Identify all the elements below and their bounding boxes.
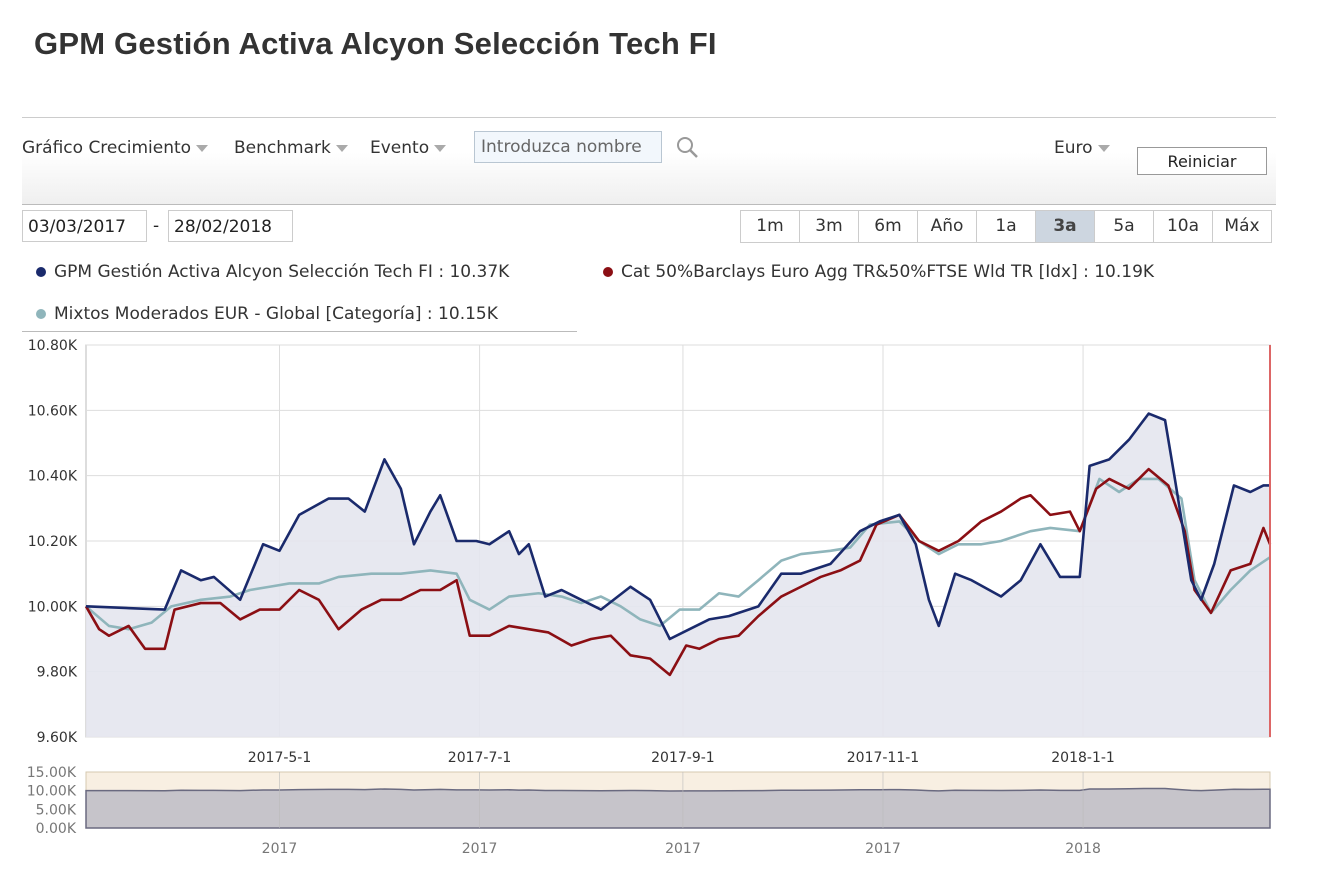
navigator-x-label: 2017	[462, 841, 498, 857]
y-tick-label: 10.00K	[28, 599, 78, 615]
period-button-año[interactable]: Año	[917, 211, 976, 242]
x-tick-label: 2017-5-1	[248, 750, 312, 766]
legend-item-benchmark[interactable]: Cat 50%Barclays Euro Agg TR&50%FTSE Wld …	[603, 262, 1154, 282]
navigator-y-label: 10.00K	[27, 784, 77, 800]
x-tick-label: 2017-9-1	[651, 750, 715, 766]
caret-down-icon	[196, 144, 209, 152]
series-line-fund	[85, 412, 1270, 641]
currency-label: Euro	[1054, 138, 1093, 158]
page-title: GPM Gestión Activa Alcyon Selección Tech…	[34, 26, 717, 61]
y-tick-label: 10.60K	[28, 403, 78, 419]
y-tick-label: 9.80K	[37, 665, 78, 681]
fund-area-fill	[86, 413, 1270, 737]
series-line-category	[85, 477, 1271, 631]
reset-button[interactable]: Reiniciar	[1137, 147, 1267, 175]
period-button-1m[interactable]: 1m	[756, 216, 784, 236]
navigator-x-label: 2018	[1065, 841, 1101, 857]
caret-down-icon	[434, 144, 447, 152]
navigator-y-label: 0.00K	[36, 821, 77, 837]
legend-item-category[interactable]: Mixtos Moderados EUR - Global [Categoría…	[36, 304, 498, 324]
benchmark-dropdown[interactable]: Benchmark	[234, 138, 348, 158]
end-date-input[interactable]: 28/02/2018	[168, 210, 293, 242]
navigator-x-label: 2017	[262, 841, 298, 857]
search-input[interactable]	[474, 131, 662, 163]
series-dot-icon	[603, 267, 613, 277]
legend-label: Mixtos Moderados EUR - Global [Categoría…	[54, 304, 498, 324]
period-selector: 1m 3m 6m Año 1a 3a 5a 10a Máx	[740, 210, 1272, 243]
benchmark-label: Benchmark	[234, 138, 331, 158]
legend-item-fund[interactable]: GPM Gestión Activa Alcyon Selección Tech…	[36, 262, 509, 282]
x-tick-label: 2017-7-1	[448, 750, 512, 766]
x-tick-label: 2017-11-1	[847, 750, 919, 766]
y-tick-label: 10.40K	[28, 469, 78, 485]
y-tick-label: 9.60K	[37, 730, 78, 746]
period-button-10a[interactable]: 10a	[1153, 211, 1212, 242]
event-dropdown[interactable]: Evento	[370, 138, 447, 158]
navigator-y-label: 5.00K	[36, 802, 77, 818]
period-button-6m[interactable]: 6m	[858, 211, 917, 242]
period-button-1a[interactable]: 1a	[976, 211, 1035, 242]
navigator-y-label: 15.00K	[27, 765, 77, 781]
period-button-3a[interactable]: 3a	[1035, 211, 1094, 242]
period-button-5a[interactable]: 5a	[1094, 211, 1153, 242]
series-dot-icon	[36, 309, 46, 319]
search-icon[interactable]	[676, 136, 700, 160]
date-separator: -	[153, 216, 160, 236]
event-label: Evento	[370, 138, 430, 158]
period-button-3m[interactable]: 3m	[799, 211, 858, 242]
caret-down-icon	[1097, 144, 1110, 152]
x-tick-label: 2018-1-1	[1051, 750, 1115, 766]
chart-toolbar: Gráfico Crecimiento Benchmark Evento Eur…	[22, 117, 1276, 205]
legend-divider	[22, 331, 577, 332]
period-button-máx[interactable]: Máx	[1212, 211, 1271, 242]
y-tick-label: 10.20K	[28, 534, 78, 550]
navigator-x-label: 2017	[665, 841, 701, 857]
series-line-benchmark	[84, 467, 1272, 677]
navigator-series	[85, 787, 1271, 829]
currency-dropdown[interactable]: Euro	[1054, 138, 1110, 158]
legend-label: Cat 50%Barclays Euro Agg TR&50%FTSE Wld …	[621, 262, 1155, 282]
caret-down-icon	[335, 144, 348, 152]
y-tick-label: 10.80K	[28, 338, 78, 354]
navigator-x-label: 2017	[865, 841, 901, 857]
chart-type-label: Gráfico Crecimiento	[22, 138, 192, 158]
series-dot-icon	[36, 267, 46, 277]
start-date-input[interactable]: 03/03/2017	[22, 210, 147, 242]
chart-type-dropdown[interactable]: Gráfico Crecimiento	[22, 138, 209, 158]
legend-label: GPM Gestión Activa Alcyon Selección Tech…	[54, 262, 510, 282]
